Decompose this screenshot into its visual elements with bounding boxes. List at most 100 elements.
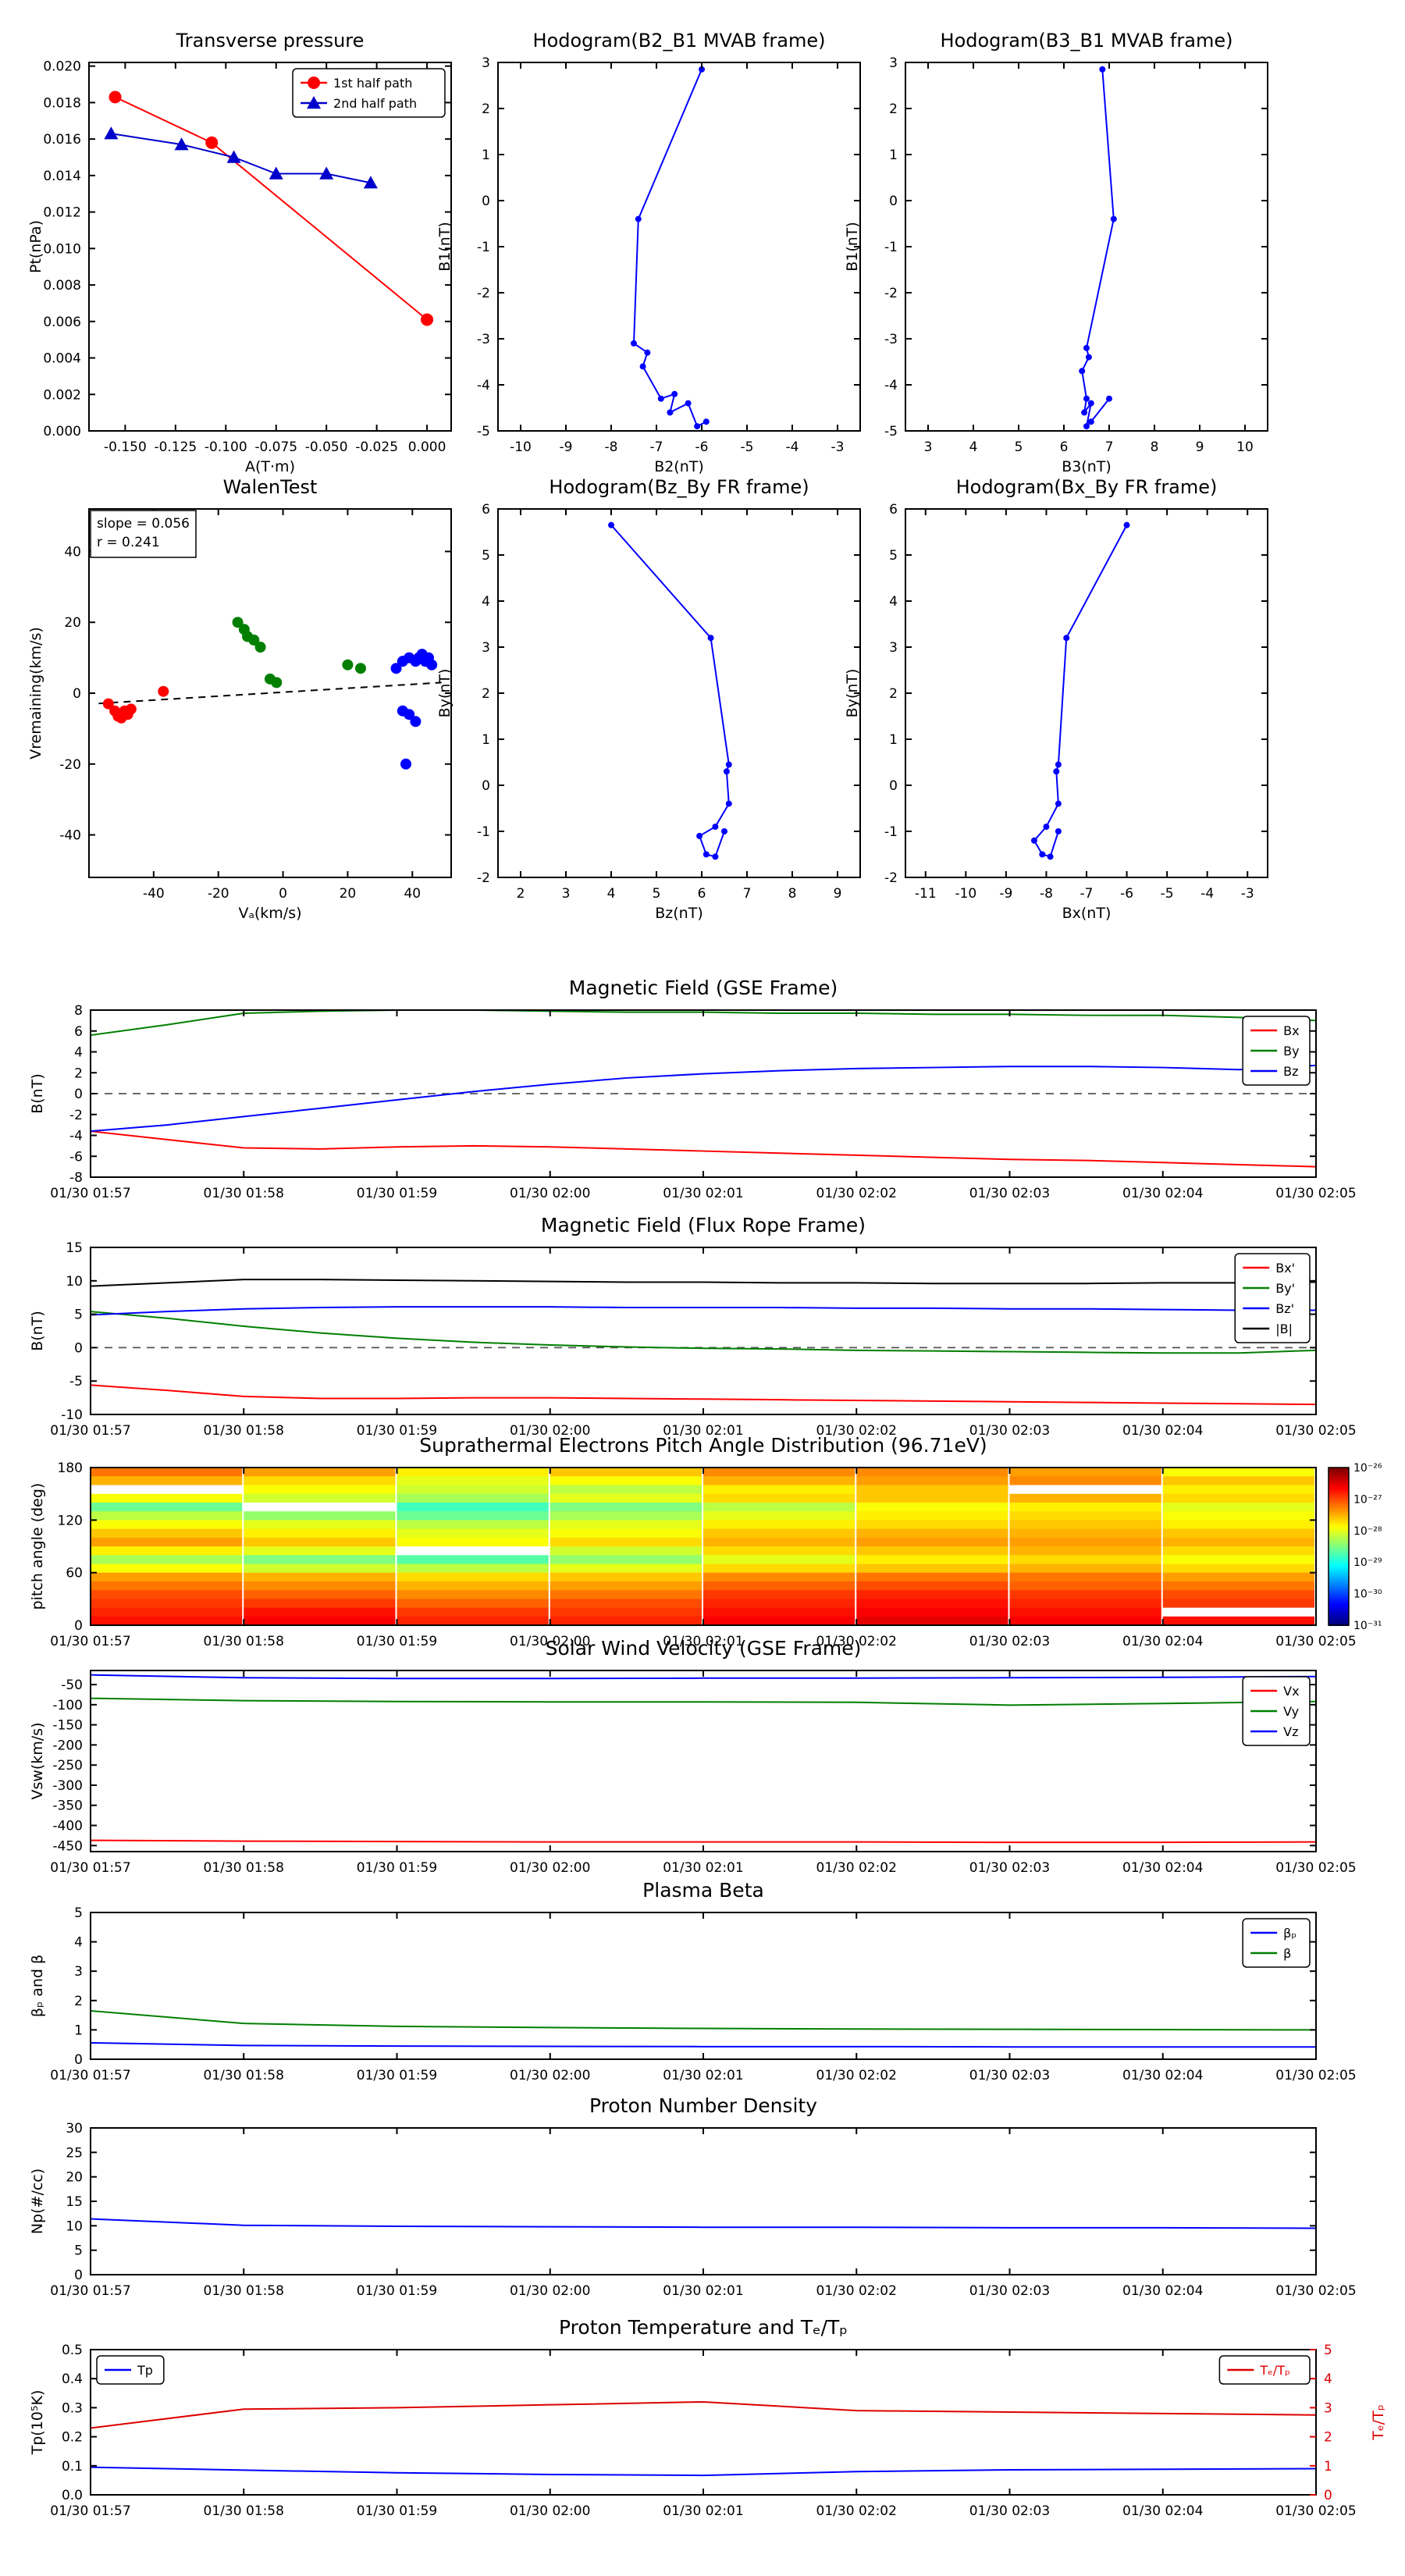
svg-text:Bx: Bx — [1283, 1023, 1299, 1038]
svg-text:15: 15 — [66, 1240, 83, 1256]
svg-text:B1(nT): B1(nT) — [844, 222, 861, 272]
svg-text:-100: -100 — [52, 1698, 83, 1713]
svg-text:-0.050: -0.050 — [305, 439, 348, 455]
svg-text:01/30 02:02: 01/30 02:02 — [816, 2283, 897, 2299]
svg-text:Hodogram(B2_B1 MVAB frame): Hodogram(B2_B1 MVAB frame) — [533, 30, 826, 52]
svg-text:Tp(10⁵K): Tp(10⁵K) — [29, 2390, 46, 2456]
svg-text:Hodogram(B3_B1 MVAB frame): Hodogram(B3_B1 MVAB frame) — [941, 30, 1233, 52]
svg-text:-4: -4 — [69, 1129, 83, 1144]
svg-text:Transverse pressure: Transverse pressure — [176, 30, 365, 52]
svg-text:180: 180 — [58, 1461, 83, 1476]
svg-text:-1: -1 — [884, 824, 898, 840]
svg-text:0.000: 0.000 — [43, 424, 81, 439]
svg-text:01/30 02:02: 01/30 02:02 — [816, 1423, 897, 1439]
svg-text:3: 3 — [562, 886, 571, 902]
svg-text:Vₐ(km/s): Vₐ(km/s) — [238, 905, 301, 922]
svg-text:1: 1 — [889, 732, 898, 748]
svg-text:-200: -200 — [52, 1738, 83, 1753]
svg-text:0.008: 0.008 — [43, 278, 81, 294]
svg-text:4: 4 — [969, 439, 978, 455]
svg-text:0.006: 0.006 — [43, 315, 81, 330]
svg-text:0: 0 — [74, 1340, 83, 1356]
svg-text:01/30 01:58: 01/30 01:58 — [204, 1423, 284, 1439]
hodogram-bx-by-svg: -11 -10 -9 -8 -7 -6 -5 -4 -3-2-10123456Hodogram(… — [844, 476, 1268, 922]
svg-text:0.020: 0.020 — [43, 59, 81, 75]
svg-text:01/30 02:00: 01/30 02:00 — [510, 1186, 590, 1201]
svg-text:01/30 02:02: 01/30 02:02 — [816, 2068, 897, 2083]
svg-text:5: 5 — [74, 1308, 83, 1323]
svg-text:0.010: 0.010 — [43, 241, 81, 257]
walen-test-svg: -40 -20 0 20 40 -40 -20 0 20 40 WalenTest Vₐ(km/s) V… — [27, 476, 452, 922]
svg-text:5: 5 — [653, 886, 661, 902]
svg-text:01/30 02:04: 01/30 02:04 — [1122, 1186, 1203, 1201]
svg-text:9: 9 — [1196, 439, 1204, 455]
svg-text:-3: -3 — [884, 332, 898, 347]
svg-text:0: 0 — [74, 1087, 83, 1102]
svg-text:2: 2 — [482, 101, 490, 117]
svg-text:01/30 02:01: 01/30 02:01 — [663, 1423, 743, 1439]
svg-text:-50: -50 — [61, 1678, 83, 1693]
svg-text:-6: -6 — [1120, 886, 1133, 902]
svg-text:01/30 01:59: 01/30 01:59 — [357, 1860, 437, 1876]
svg-text:1: 1 — [482, 732, 490, 748]
svg-text:0.000: 0.000 — [408, 439, 446, 455]
svg-text:01/30 01:59: 01/30 01:59 — [357, 2283, 437, 2299]
mag-field-fr-svg: 01/30 01:57 01/30 01:58 01/30 01:59 01/30 0… — [29, 1214, 1357, 1439]
svg-text:-300: -300 — [52, 1778, 83, 1794]
svg-text:3: 3 — [1324, 2400, 1332, 2416]
svg-text:10: 10 — [66, 1274, 83, 1290]
svg-text:01/30 02:02: 01/30 02:02 — [816, 1186, 897, 1201]
svg-text:-2: -2 — [477, 870, 490, 886]
svg-text:Proton Temperature and Tₑ/Tₚ: Proton Temperature and Tₑ/Tₚ — [559, 2316, 848, 2339]
svg-text:5: 5 — [889, 548, 898, 564]
svg-text:10⁻²⁶: 10⁻²⁶ — [1353, 1462, 1382, 1475]
hodogram-b2-b1-chart: -10 -9 -8 -7 -6 -5 -4 -3 -5 -4 -3 -2 -1 0 1 2 3 Hodogram(… — [429, 17, 874, 482]
svg-text:30: 30 — [66, 2121, 83, 2137]
svg-text:-2: -2 — [884, 286, 898, 301]
svg-text:01/30 02:00: 01/30 02:00 — [510, 2503, 590, 2519]
hodogram-b3-b1-svg: 3 4 5 6 7 8 9 10 -5 -4 -3 -2 -1 0 1 2 3 Hodogram(B3_B1 MV… — [844, 30, 1268, 475]
svg-text:-5: -5 — [69, 1374, 83, 1389]
svg-text:6: 6 — [889, 502, 898, 518]
svg-text:-2: -2 — [477, 286, 490, 301]
svg-text:-9: -9 — [560, 439, 573, 455]
svg-text:0: 0 — [1324, 2488, 1332, 2503]
svg-text:6: 6 — [74, 1024, 83, 1040]
svg-text:01/30 01:58: 01/30 01:58 — [204, 1634, 284, 1649]
solar-wind-velocity-chart: 01/30 01:57 01/30 01:58 01/30 01:59 01/30 0… — [22, 1631, 1402, 1883]
svg-text:3: 3 — [889, 55, 898, 71]
svg-text:01/30 02:00: 01/30 02:00 — [510, 2068, 590, 2083]
svg-text:01/30 01:59: 01/30 01:59 — [357, 2503, 437, 2519]
svg-text:3: 3 — [889, 640, 898, 656]
svg-text:8: 8 — [74, 1003, 83, 1019]
svg-text:01/30 01:57: 01/30 01:57 — [50, 2068, 130, 2083]
svg-text:2: 2 — [74, 1066, 83, 1081]
svg-text:01/30 01:59: 01/30 01:59 — [357, 1186, 437, 1201]
svg-text:0: 0 — [73, 686, 81, 702]
svg-text:-0.150: -0.150 — [104, 439, 147, 455]
svg-text:-0.025: -0.025 — [355, 439, 398, 455]
svg-text:-6: -6 — [69, 1149, 83, 1165]
svg-text:-40: -40 — [59, 828, 81, 844]
svg-text:01/30 02:05: 01/30 02:05 — [1275, 2068, 1356, 2083]
svg-text:-3: -3 — [831, 439, 845, 455]
svg-text:01/30 02:04: 01/30 02:04 — [1122, 1634, 1203, 1649]
svg-text:Bz(nT): Bz(nT) — [655, 905, 702, 922]
svg-text:-3: -3 — [477, 332, 490, 347]
svg-text:6: 6 — [1060, 439, 1069, 455]
svg-text:01/30 01:57: 01/30 01:57 — [50, 2503, 130, 2519]
svg-text:-0.075: -0.075 — [254, 439, 297, 455]
svg-text:01/30 02:05: 01/30 02:05 — [1275, 1860, 1356, 1876]
svg-text:01/30 02:01: 01/30 02:01 — [663, 1186, 743, 1201]
svg-text:01/30 02:05: 01/30 02:05 — [1275, 2283, 1356, 2299]
svg-text:-20: -20 — [59, 757, 81, 773]
svg-text:10⁻²⁹: 10⁻²⁹ — [1353, 1557, 1382, 1569]
svg-text:Bx': Bx' — [1275, 1261, 1295, 1276]
transverse-pressure-chart: -0.150 -0.125 -0.100 -0.075 -0.050 -0.025 0.00… — [20, 17, 465, 482]
svg-text:-450: -450 — [52, 1838, 83, 1854]
svg-text:01/30 02:03: 01/30 02:03 — [969, 1634, 1050, 1649]
svg-text:0.2: 0.2 — [62, 2430, 83, 2446]
svg-text:Vy: Vy — [1283, 1704, 1299, 1719]
svg-text:60: 60 — [66, 1566, 83, 1582]
svg-text:r = 0.241: r = 0.241 — [97, 535, 160, 550]
